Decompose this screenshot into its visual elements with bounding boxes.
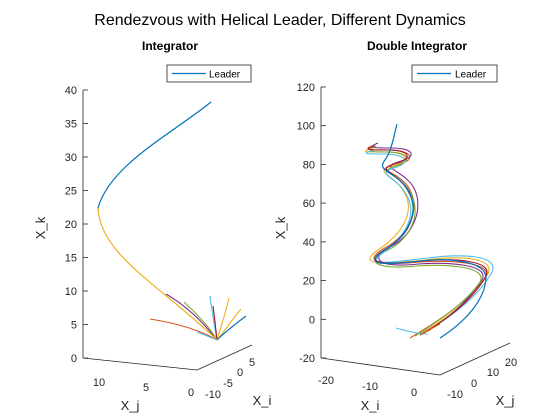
double-integrator-z-tick-label: 100 <box>297 121 315 133</box>
double-integrator-z-tick-label: 20 <box>303 276 315 288</box>
integrator-z-tick-label: 30 <box>65 152 77 164</box>
double-integrator-legend-box <box>411 64 498 83</box>
integrator-follower-path <box>212 305 218 341</box>
integrator-z-tick-label: 40 <box>65 85 77 97</box>
integrator-j-tick-label: 5 <box>143 382 149 394</box>
double-integrator-title: Double Integrator <box>367 39 467 53</box>
double-integrator-j-ticks: -10 0 10 20 <box>447 357 517 401</box>
integrator-z-ticks: 0 5 10 15 20 25 30 35 40 <box>65 85 88 365</box>
double-integrator-i-tick-label: 0 <box>411 387 417 399</box>
integrator-j-tick-label: 10 <box>93 377 105 389</box>
integrator-floor-edge-j <box>82 357 198 371</box>
figure-title: Rendezvous with Helical Leader, Differen… <box>94 12 465 29</box>
double-integrator-j-axis-label: X_j <box>496 393 515 408</box>
double-integrator-legend: Leader <box>411 64 498 83</box>
integrator-legend-label: Leader <box>209 70 241 81</box>
integrator-plot: Integrator 0 5 10 15 20 25 30 35 40 <box>33 39 272 413</box>
double-integrator-follower-path <box>369 145 482 337</box>
double-integrator-z-tick-label: 120 <box>297 82 315 94</box>
integrator-legend-box <box>166 64 252 83</box>
double-integrator-i-ticks: -20 -10 0 <box>318 375 417 399</box>
integrator-j-tick-label: 0 <box>188 387 194 399</box>
double-integrator-z-tick-label: 40 <box>303 237 315 249</box>
integrator-follower-path <box>216 308 242 341</box>
double-integrator-follower-path <box>395 327 429 335</box>
double-integrator-follower-path <box>365 149 494 333</box>
double-integrator-leader <box>374 123 487 339</box>
double-integrator-follower-path <box>421 323 441 335</box>
integrator-k-axis-label-text: X_k <box>33 216 48 239</box>
integrator-i-tick-label: -5 <box>223 378 233 390</box>
integrator-follower-path <box>149 318 218 341</box>
integrator-z-tick-label: 35 <box>65 119 77 131</box>
double-integrator-floor-edge-j <box>439 342 511 376</box>
double-integrator-j-tick-label: -10 <box>447 389 463 401</box>
double-integrator-plot: Double Integrator -20 0 20 40 60 80 100 … <box>273 39 517 413</box>
integrator-i-axis-label: X_i <box>253 393 272 408</box>
double-integrator-follower-path <box>365 147 490 335</box>
integrator-floor-edge-i <box>196 344 253 371</box>
double-integrator-z-ticks: -20 0 20 40 60 80 100 120 <box>297 82 326 365</box>
double-integrator-i-tick-label: -20 <box>318 375 334 387</box>
integrator-follower-path <box>183 301 218 341</box>
integrator-legend: Leader <box>166 64 252 83</box>
double-integrator-i-tick-label: -10 <box>362 381 378 393</box>
integrator-z-tick-label: 20 <box>65 219 77 231</box>
integrator-k-axis-label: X_k <box>33 216 48 239</box>
integrator-i-tick-label: -10 <box>205 389 221 401</box>
integrator-j-axis-label: X_j <box>121 398 140 413</box>
integrator-leader-lower <box>97 207 218 341</box>
double-integrator-j-tick-label: 20 <box>505 357 517 369</box>
integrator-follower-paths <box>149 293 247 341</box>
integrator-i-tick-label: 0 <box>237 367 243 379</box>
integrator-z-tick-label: 10 <box>65 286 77 298</box>
integrator-j-ticks: 10 5 0 <box>93 377 194 399</box>
double-integrator-j-tick-label: 0 <box>471 378 477 390</box>
integrator-z-tick-label: 5 <box>71 320 77 332</box>
integrator-i-ticks: -10 -5 0 5 <box>205 357 255 401</box>
double-integrator-legend-label: Leader <box>455 70 487 81</box>
integrator-leader-upper <box>97 101 212 209</box>
integrator-z-tick-label: 15 <box>65 253 77 265</box>
integrator-follower-path <box>216 297 230 341</box>
integrator-follower-path <box>165 293 218 341</box>
double-integrator-i-axis-label: X_i <box>361 398 380 413</box>
double-integrator-z-tick-label: -20 <box>299 353 315 365</box>
double-integrator-floor-edge-i <box>320 357 441 376</box>
double-integrator-k-axis-label: X_k <box>273 216 288 239</box>
integrator-follower-path <box>216 315 247 341</box>
double-integrator-z-tick-label: 0 <box>309 314 315 326</box>
double-integrator-z-tick-label: 60 <box>303 198 315 210</box>
double-integrator-z-tick-label: 80 <box>303 159 315 171</box>
double-integrator-j-tick-label: 10 <box>487 367 499 379</box>
double-integrator-k-axis-label-text: X_k <box>273 216 288 239</box>
integrator-i-tick-label: 5 <box>249 357 255 369</box>
integrator-z-tick-label: 25 <box>65 186 77 198</box>
integrator-z-tick-label: 0 <box>71 353 77 365</box>
integrator-title: Integrator <box>142 39 198 53</box>
